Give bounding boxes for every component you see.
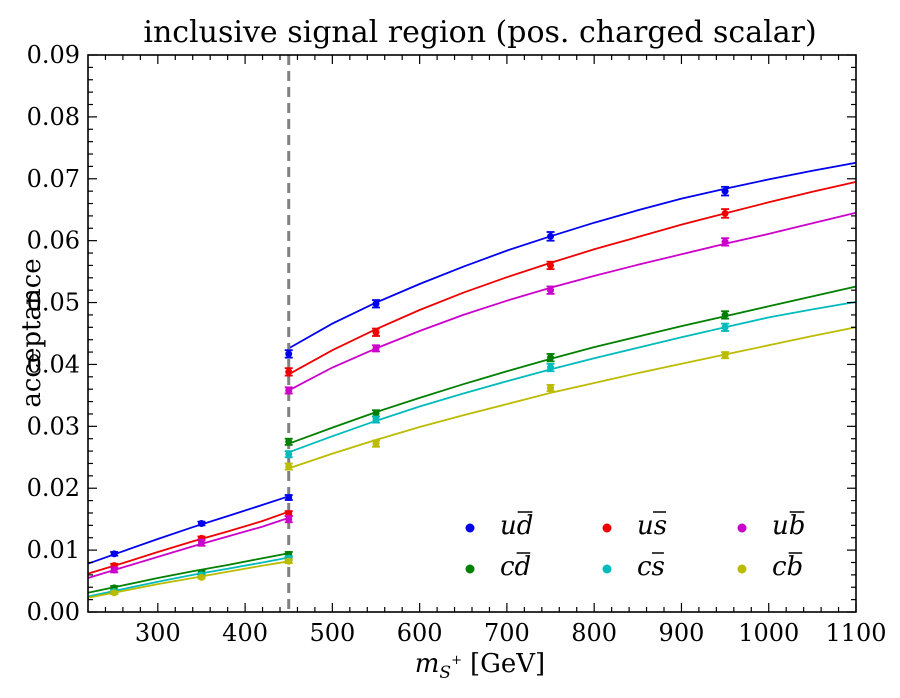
data-point-cb [547, 384, 555, 392]
data-point-us [547, 261, 555, 269]
data-point-cb [197, 573, 205, 581]
fit-curve-cb-high [288, 326, 857, 470]
y-tick-label: 0.09 [27, 41, 80, 69]
data-point-cd [372, 409, 380, 417]
data-point-cs [547, 364, 555, 372]
y-tick-label: 0.08 [27, 103, 80, 131]
data-point-ub [285, 386, 293, 394]
data-point-us [721, 209, 729, 217]
y-tick-label: 0.05 [27, 289, 80, 317]
x-tick-label: 1100 [825, 619, 886, 647]
x-tick-label: 900 [659, 619, 705, 647]
axis-ticks [88, 54, 857, 613]
data-point-cb [285, 557, 293, 565]
x-axis-label: mS+ [GeV] [415, 649, 545, 683]
data-point-ub [721, 238, 729, 246]
legend: ud us ub cd cs cb [465, 511, 805, 582]
y-tick-label: 0.01 [27, 536, 80, 564]
x-tick-label: 300 [135, 619, 181, 647]
fit-curve-cd-high [288, 285, 857, 445]
data-point-ub [547, 286, 555, 294]
legend-label-cs: cs [637, 552, 665, 582]
legend-label-ub: ub [772, 511, 805, 541]
fit-curve-ub-low [87, 517, 289, 579]
legend-marker-ub [737, 523, 747, 533]
legend-label-ud: ud [500, 511, 533, 541]
data-point-ub [197, 539, 205, 547]
legend-label-us: us [637, 511, 667, 541]
data-point-ud [721, 187, 729, 195]
fit-curve-ud-high [288, 161, 857, 350]
data-point-ud [110, 550, 118, 558]
legend-marker-us [602, 523, 612, 533]
data-point-ud [285, 350, 293, 358]
data-point-cs [372, 416, 380, 424]
legend-label-cb: cb [772, 552, 803, 582]
legend-marker-cs [602, 564, 612, 574]
x-tick-label: 800 [571, 619, 617, 647]
y-tick-label: 0.03 [27, 412, 80, 440]
fit-curves [87, 161, 857, 599]
chart-title: inclusive signal region (pos. charged sc… [143, 15, 816, 50]
data-point-cs [721, 323, 729, 331]
data-point-ud [285, 494, 293, 502]
data-point-ud [372, 300, 380, 308]
tick-labels: 300 400 500 600 700 800 900 1000 1100 0.00 0.01 0.0… [27, 41, 887, 647]
y-tick-label: 0.02 [27, 474, 80, 502]
fit-curve-cb-low [87, 560, 289, 599]
x-axis-label-sub: S [439, 663, 451, 683]
fit-curve-ub-high [288, 211, 857, 392]
data-point-ud [197, 519, 205, 527]
data-point-cb [721, 351, 729, 359]
x-axis-label-sup: + [451, 653, 462, 668]
data-points [110, 185, 730, 597]
y-tick-label: 0.00 [27, 598, 80, 626]
y-tick-label: 0.06 [27, 227, 80, 255]
legend-marker-cb [737, 564, 747, 574]
data-point-cd [547, 354, 555, 362]
x-tick-label: 500 [309, 619, 355, 647]
fit-curve-us-low [87, 510, 290, 575]
data-point-us [285, 368, 293, 376]
data-point-us [372, 328, 380, 336]
data-point-ub [372, 344, 380, 352]
x-axis-label-unit: [GeV] [470, 649, 545, 679]
x-tick-label: 1000 [738, 619, 799, 647]
data-point-cd [721, 311, 729, 319]
data-point-ub [110, 566, 118, 574]
x-tick-label: 600 [397, 619, 443, 647]
legend-label-cd: cd [500, 552, 531, 582]
y-tick-label: 0.04 [27, 350, 80, 378]
data-point-cb [372, 440, 380, 448]
x-axis-label-var: m [415, 649, 440, 679]
fit-curve-cs-low [87, 556, 289, 598]
x-tick-label: 400 [222, 619, 268, 647]
x-tick-label: 700 [484, 619, 530, 647]
data-point-cb [285, 463, 293, 471]
data-point-cd [285, 438, 293, 446]
y-axis-label: acceptance [17, 258, 47, 407]
legend-marker-ud [465, 523, 475, 533]
fit-curve-cd-low [87, 552, 289, 594]
fit-curve-us-high [288, 181, 857, 376]
data-point-cb [110, 589, 118, 597]
legend-marker-cd [465, 564, 475, 574]
data-point-cs [285, 450, 293, 458]
data-point-ud [547, 232, 555, 240]
fit-curve-cs-high [288, 301, 857, 454]
y-tick-label: 0.07 [27, 165, 80, 193]
data-point-ub [285, 515, 293, 523]
fit-curve-ud-low [87, 495, 289, 565]
